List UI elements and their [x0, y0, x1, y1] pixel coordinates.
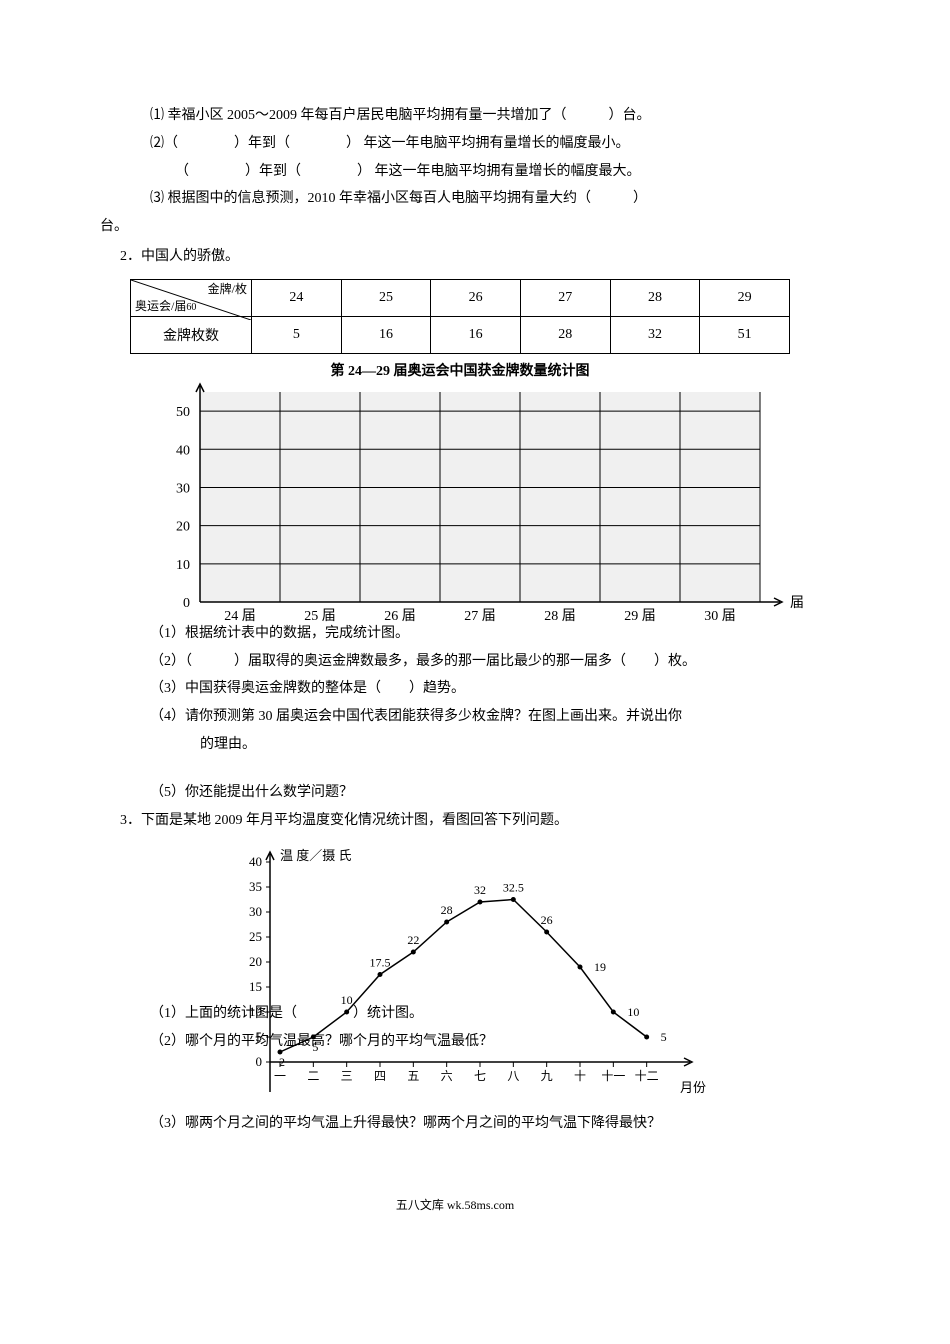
q1-item1: ⑴ 幸福小区 2005～2009 年每百户居民电脑平均拥有量一共增加了（ ）台。 — [100, 104, 810, 128]
q2-sub3: （3）中国获得奥运金牌数的整体是（ ）趋势。 — [100, 677, 810, 701]
svg-text:32: 32 — [474, 883, 486, 897]
svg-text:19: 19 — [594, 960, 606, 974]
q2-chart-title: 第 24—29 届奥运会中国获金牌数量统计图 — [130, 360, 790, 380]
svg-text:温 度／摄 氏: 温 度／摄 氏 — [280, 848, 352, 863]
q2-table: 金牌/枚 奥运会/届60 24 25 26 27 28 29 金牌枚数 5 16… — [130, 279, 790, 354]
q2-sub4a: （4）请你预测第 30 届奥运会中国代表团能获得多少枚金牌？在图上画出来。并说出… — [100, 705, 810, 729]
cell: 29 — [700, 279, 790, 316]
svg-text:40: 40 — [249, 854, 262, 869]
svg-text:10: 10 — [176, 558, 190, 573]
svg-text:0: 0 — [183, 596, 190, 611]
q3-sub2: （2）哪个月的平均气温最高？哪个月的平均气温最低？ — [100, 1030, 810, 1054]
svg-text:15: 15 — [249, 979, 262, 994]
svg-text:七: 七 — [474, 1069, 486, 1083]
svg-text:20: 20 — [176, 519, 190, 534]
svg-text:十二: 十二 — [635, 1069, 659, 1083]
svg-text:八: 八 — [507, 1069, 519, 1083]
svg-text:28 届: 28 届 — [544, 609, 576, 624]
svg-text:十: 十 — [574, 1069, 586, 1083]
cell: 32 — [610, 316, 700, 353]
cell: 25 — [341, 279, 431, 316]
q1-item3b: 台。 — [100, 215, 810, 239]
cell-num: 60 — [186, 302, 196, 313]
svg-text:0: 0 — [256, 1054, 263, 1069]
q2-sub2: （2）（ ）届取得的奥运金牌数最多，最多的那一届比最少的那一届多（ ）枚。 — [100, 650, 810, 674]
svg-text:十一: 十一 — [601, 1069, 625, 1083]
svg-text:50: 50 — [176, 405, 190, 420]
table-row: 金牌枚数 5 16 16 28 32 51 — [131, 316, 790, 353]
cell: 26 — [431, 279, 521, 316]
svg-text:30: 30 — [249, 904, 262, 919]
svg-text:五: 五 — [407, 1069, 419, 1083]
svg-text:35: 35 — [249, 879, 262, 894]
svg-text:29 届: 29 届 — [624, 609, 656, 624]
svg-text:20: 20 — [249, 954, 262, 969]
svg-text:2: 2 — [279, 1055, 285, 1069]
q3-sub3: （3）哪两个月之间的平均气温上升得最快？哪两个月之间的平均气温下降得最快？ — [100, 1112, 810, 1136]
svg-text:届: 届 — [790, 596, 804, 611]
svg-text:30: 30 — [176, 481, 190, 496]
svg-text:三: 三 — [341, 1069, 353, 1083]
cell: 27 — [520, 279, 610, 316]
svg-text:四: 四 — [374, 1069, 386, 1083]
q2-sub1: （1）根据统计表中的数据，完成统计图。 — [100, 622, 810, 646]
svg-text:26: 26 — [541, 913, 553, 927]
svg-text:10: 10 — [627, 1005, 639, 1019]
q1-item3a: ⑶ 根据图中的信息预测，2010 年幸福小区每百人电脑平均拥有量大约（ ） — [100, 187, 810, 211]
svg-text:二: 二 — [307, 1069, 319, 1083]
svg-text:27 届: 27 届 — [464, 609, 496, 624]
svg-text:17.5: 17.5 — [370, 956, 391, 970]
q1-item2a: ⑵（ ）年到（ ） 年这一年电脑平均拥有量增长的幅度最小。 — [100, 132, 810, 156]
cell: 51 — [700, 316, 790, 353]
cell: 28 — [520, 316, 610, 353]
q1-item2b: （ ）年到（ ） 年这一年电脑平均拥有量增长的幅度最大。 — [100, 160, 810, 184]
cell: 金牌枚数 — [131, 316, 252, 353]
svg-text:22: 22 — [407, 933, 419, 947]
svg-text:九: 九 — [541, 1069, 553, 1083]
cell: 16 — [341, 316, 431, 353]
svg-text:40: 40 — [176, 443, 190, 458]
table-row: 金牌/枚 奥运会/届60 24 25 26 27 28 29 — [131, 279, 790, 316]
q3-heading: 3．下面是某地 2009 年月平均温度变化情况统计图，看图回答下列问题。 — [100, 809, 810, 833]
page-footer: 五八文库 wk.58ms.com — [100, 1196, 810, 1213]
q2-heading: 2．中国人的骄傲。 — [100, 245, 810, 269]
svg-text:28: 28 — [441, 903, 453, 917]
svg-text:六: 六 — [441, 1069, 453, 1083]
svg-text:30 届: 30 届 — [704, 609, 736, 624]
cell-main: 奥运会/届 — [135, 299, 186, 313]
svg-text:一: 一 — [274, 1069, 286, 1083]
q2-sub4b: 的理由。 — [100, 733, 810, 757]
cell: 24 — [252, 279, 342, 316]
table-header-split: 金牌/枚 奥运会/届60 — [131, 279, 252, 316]
svg-text:25: 25 — [249, 929, 262, 944]
q2-sub5: （5）你还能提出什么数学问题？ — [100, 781, 810, 805]
cell: 28 — [610, 279, 700, 316]
cell-sub: 金牌/枚 — [208, 280, 247, 297]
svg-text:月份: 月份 — [680, 1080, 706, 1095]
cell: 16 — [431, 316, 521, 353]
cell: 5 — [252, 316, 342, 353]
svg-text:5: 5 — [661, 1030, 667, 1044]
svg-text:32.5: 32.5 — [503, 881, 524, 895]
q2-bar-chart: 0102030405024 届25 届26 届27 届28 届29 届30 届届 — [130, 382, 810, 642]
q3-sub1: （1）上面的统计图是（ ）统计图。 — [100, 1002, 810, 1026]
